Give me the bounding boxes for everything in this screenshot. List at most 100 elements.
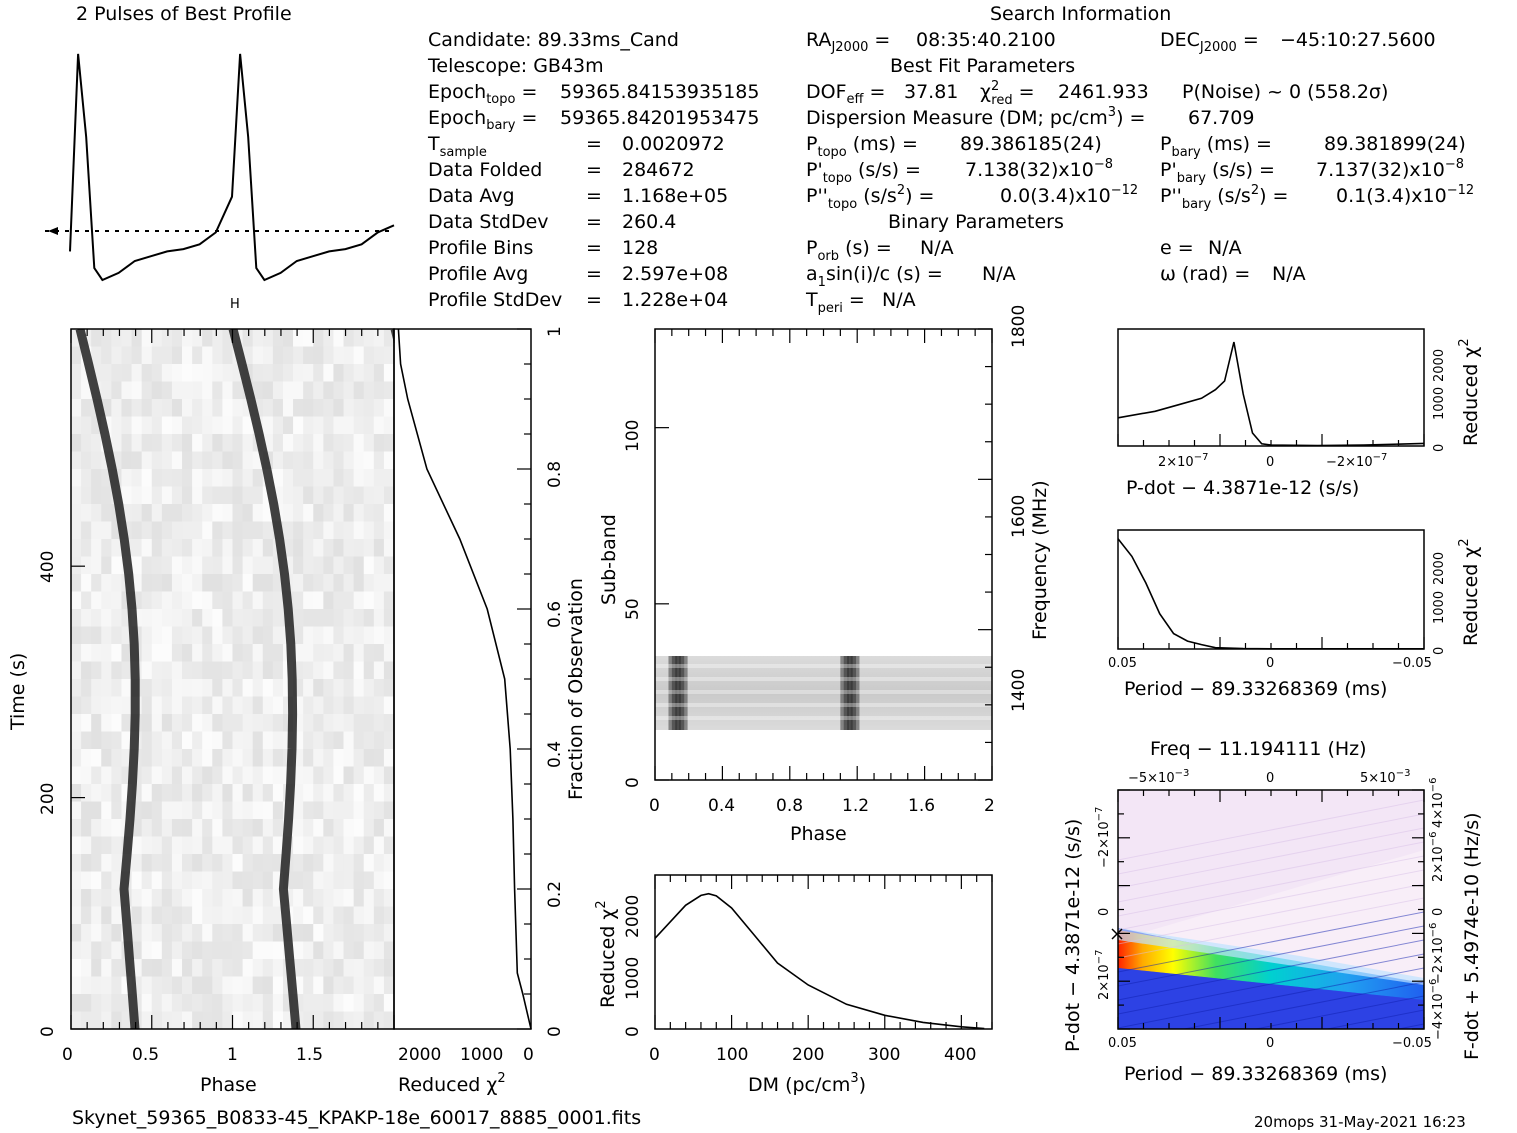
noise-cell [333, 346, 345, 365]
noise-cell [212, 416, 223, 435]
noise-cell [141, 994, 153, 1012]
noise-cell [242, 854, 254, 872]
noise-cell [192, 766, 203, 785]
noise-cell [111, 1011, 122, 1029]
noise-cell [121, 434, 133, 452]
noise-cell [192, 714, 203, 732]
noise-cell [111, 959, 122, 977]
noise-cell [202, 959, 213, 977]
noise-cell [121, 1011, 133, 1029]
chi2-pdot-line [1117, 341, 1425, 447]
noise-cell [121, 644, 133, 662]
noise-cell [151, 801, 163, 820]
noise-cell [383, 959, 394, 977]
noise-cell [161, 521, 173, 540]
noise-cell [212, 731, 223, 750]
noise-cell [272, 399, 284, 417]
noise-cell [192, 749, 203, 767]
noise-cell [101, 504, 112, 522]
noise-cell [81, 871, 92, 890]
noise-cell [171, 714, 183, 732]
pp-ytick-2e-7: 2×10−7 [1094, 950, 1112, 1000]
noise-cell [232, 486, 244, 505]
noise-cell [353, 959, 365, 977]
noise-cell [81, 976, 92, 995]
noise-cell [293, 696, 304, 715]
noise-cell [171, 696, 183, 715]
noise-cell [111, 924, 122, 942]
pdbary-value: 7.137(32)x10−8 [1316, 157, 1464, 181]
noise-cell [363, 749, 375, 767]
noise-cell [151, 609, 163, 627]
noise-cell [131, 399, 143, 417]
noise-cell [242, 574, 254, 592]
noise-cell [171, 556, 183, 575]
noise-cell [151, 731, 163, 750]
noise-cell [101, 556, 112, 575]
noise-cell [151, 329, 163, 347]
noise-cell [232, 819, 244, 837]
data-avg-value: 1.168e+05 [622, 185, 728, 207]
noise-cell [293, 836, 304, 855]
noise-cell [91, 994, 102, 1012]
noise-cell [313, 381, 324, 400]
pr-ytick-1000: 1000 [1432, 591, 1447, 624]
noise-cell [303, 574, 314, 592]
noise-cell [373, 696, 385, 715]
noise-cell [313, 906, 324, 925]
noise-cell [81, 959, 92, 977]
noise-cell [81, 469, 92, 487]
noise-cell [353, 889, 365, 907]
noise-cell [232, 661, 244, 680]
noise-cell [353, 749, 365, 767]
noise-cell [272, 416, 284, 435]
noise-cell [313, 661, 324, 680]
noise-cell [333, 819, 345, 837]
noise-cell [252, 574, 264, 592]
noise-cell [363, 644, 375, 662]
ra-label: RAJ2000 = [806, 29, 890, 55]
noise-cell [323, 451, 334, 470]
noise-cell [353, 556, 365, 575]
noise-cell [242, 679, 254, 697]
noise-cell [171, 976, 183, 995]
noise-cell [242, 434, 254, 452]
noise-cell [303, 959, 314, 977]
noise-cell [353, 836, 365, 855]
profile-avg-value: 2.597e+08 [622, 263, 728, 285]
pr-ytick-0: 0 [1432, 647, 1447, 655]
noise-cell [333, 871, 345, 890]
noise-cell [222, 329, 233, 347]
noise-cell [111, 994, 122, 1012]
noise-cell [242, 906, 254, 925]
pulse-track-1 [75, 329, 140, 1029]
noise-cell [171, 924, 183, 942]
noise-cell [262, 924, 274, 942]
noise-cell [272, 941, 284, 960]
noise-cell [262, 609, 274, 627]
pulse-stripe [678, 656, 688, 730]
noise-cell [252, 959, 264, 977]
noise-cell [131, 504, 143, 522]
noise-cell [232, 854, 244, 872]
epoch-bary-value: 59365.84201953475 [560, 107, 759, 129]
noise-cell [131, 976, 143, 995]
tp-xtick-1: 1 [227, 1045, 238, 1065]
noise-cell [353, 381, 365, 400]
noise-cell [242, 521, 254, 540]
noise-cell [383, 416, 394, 435]
subband-y2label: Frequency (MHz) [1029, 480, 1051, 640]
noise-cell [151, 486, 163, 505]
dof-value: 37.81 [904, 81, 958, 103]
chi2-fraction-panel: 2000 1000 0 Reduced χ2 0 0.2 0.4 0.6 0.8… [393, 326, 587, 1096]
chi2-fraction-ylabel: Fraction of Observation [565, 578, 587, 800]
noise-cell [343, 399, 355, 417]
noise-cell [182, 329, 193, 347]
noise-cell [293, 591, 304, 610]
noise-cell [343, 836, 355, 855]
time-phase-ylabel: Time (s) [7, 653, 29, 731]
noise-cell [363, 486, 375, 505]
noise-cell [101, 766, 112, 785]
noise-cell [303, 469, 314, 487]
noise-cell [363, 469, 375, 487]
